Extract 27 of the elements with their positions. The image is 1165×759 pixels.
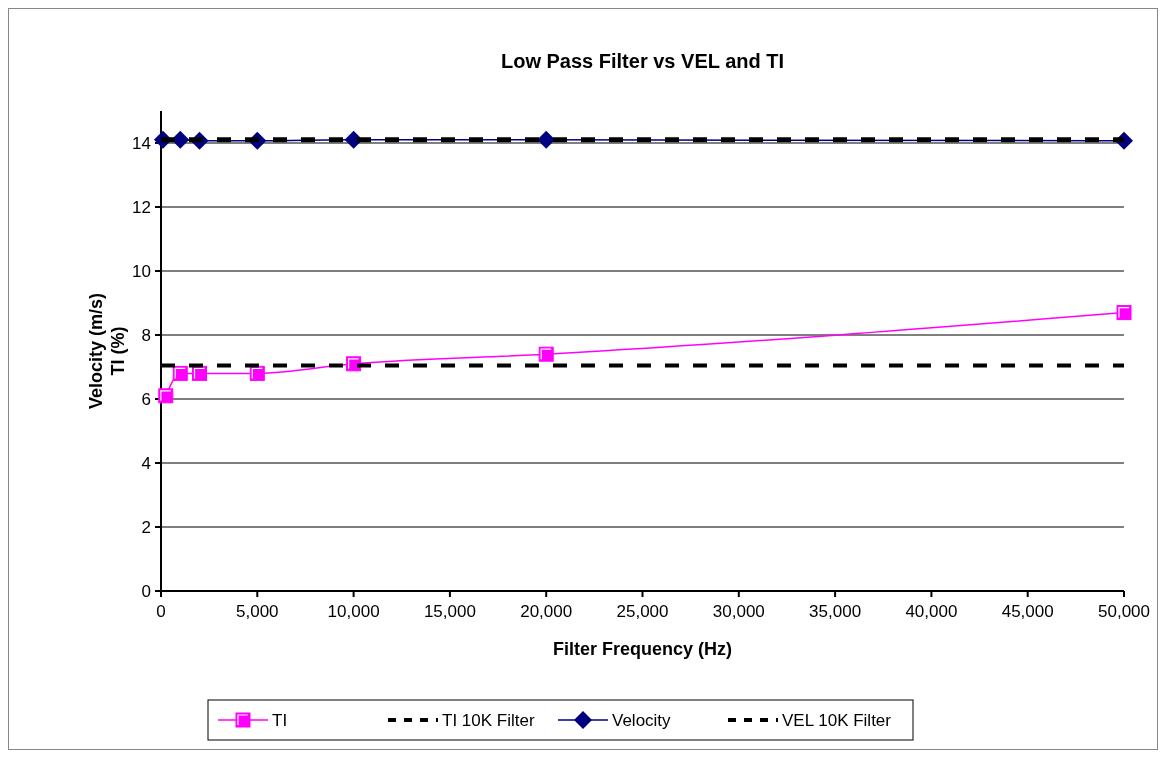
y-tick-label: 0 <box>141 581 151 601</box>
y-axis-title: Velocity (m/s) TI (%) <box>86 292 128 410</box>
x-tick-label: 10,000 <box>327 602 380 621</box>
x-tick-label: 15,000 <box>423 602 476 621</box>
x-tick-label: 30,000 <box>712 602 765 621</box>
x-tick-label: 35,000 <box>809 602 862 621</box>
x-tick-label: 20,000 <box>520 602 573 621</box>
x-tick-label: 5,000 <box>236 602 279 621</box>
x-tick-label: 50,000 <box>1098 602 1150 621</box>
y-tick-label: 6 <box>141 389 151 409</box>
y-tick-label: 14 <box>132 133 151 153</box>
x-tick-label: 45,000 <box>1001 602 1054 621</box>
chart-title: Low Pass Filter vs VEL and TI <box>500 50 785 72</box>
x-axis-title: Filter Frequency (Hz) <box>552 639 733 659</box>
x-tick-label: 0 <box>156 602 166 621</box>
x-tick-label: 40,000 <box>905 602 958 621</box>
legend-label: TI <box>272 710 288 730</box>
y-tick-label: 12 <box>132 197 151 217</box>
legend-label: VEL 10K Filter <box>782 710 892 730</box>
y-tick-label: 2 <box>141 517 151 537</box>
legend-label: Velocity <box>612 710 672 730</box>
y-tick-label: 10 <box>132 261 151 281</box>
legend-label: TI 10K Filter <box>442 710 535 730</box>
x-tick-label: 25,000 <box>616 602 669 621</box>
y-tick-label: 4 <box>141 453 151 473</box>
y-tick-label: 8 <box>141 325 151 345</box>
point <box>171 130 190 149</box>
